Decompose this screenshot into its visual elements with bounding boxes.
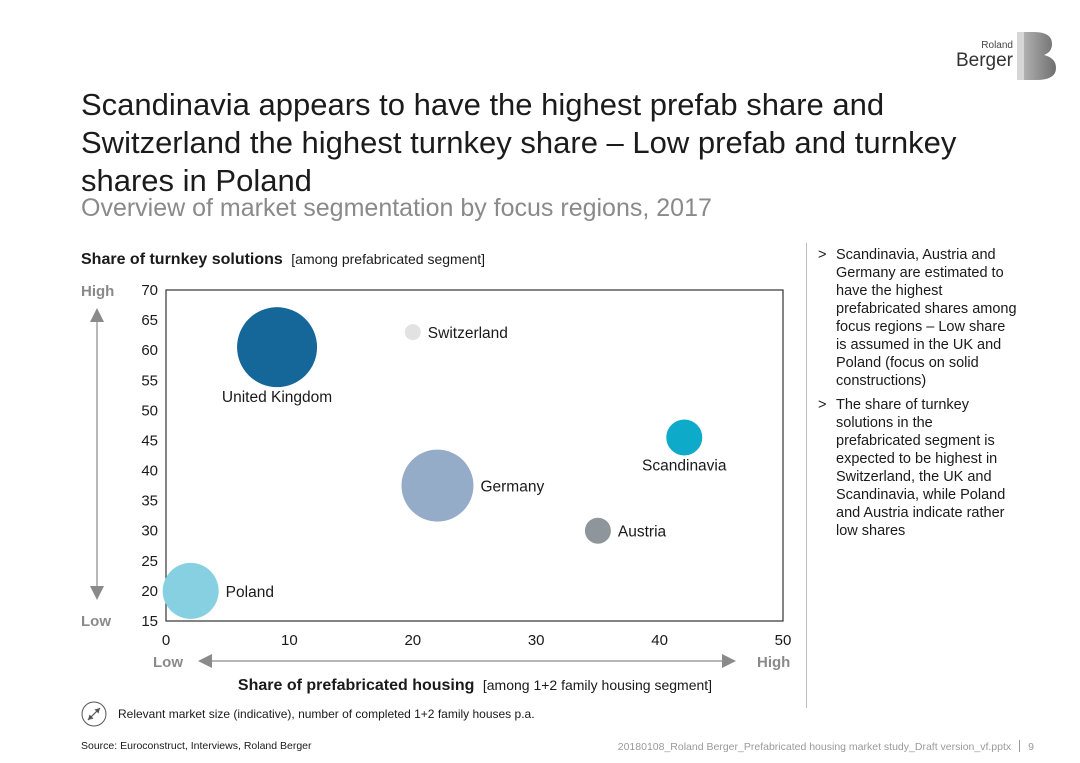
note-bullet-2: > The share of turnkey solutions in the … [818, 396, 1018, 540]
page-subtitle: Overview of market segmentation by focus… [81, 194, 712, 222]
y-axis-title-bold: Share of turnkey solutions [81, 251, 283, 268]
x-tick-label: 30 [528, 632, 545, 649]
side-notes: > Scandinavia, Austria and Germany are e… [818, 246, 1018, 546]
x-axis-title-bold: Share of prefabricated housing [238, 677, 474, 694]
x-low-label: Low [153, 654, 183, 671]
x-tick-label: 20 [404, 632, 421, 649]
y-tick-label: 45 [141, 432, 158, 449]
footer-separator [1019, 740, 1021, 752]
y-axis-title-note: [among prefabricated segment] [291, 251, 485, 267]
x-axis-title: Share of prefabricated housing [among 1+… [238, 677, 712, 694]
page-title: Scandinavia appears to have the highest … [81, 87, 957, 198]
plot-area [165, 289, 784, 622]
y-low-label: Low [81, 613, 111, 630]
x-tick-label: 0 [162, 632, 170, 649]
y-arrow-down-icon [90, 586, 104, 600]
bullet-marker: > [818, 247, 827, 263]
x-tick-label: 50 [775, 632, 792, 649]
bubbles: United Kingdom Switzerland Scandinavia Germ… [162, 307, 727, 619]
y-tick-label: 20 [141, 583, 158, 600]
x-tick-labels: 0 10 20 30 40 50 [162, 632, 792, 649]
x-arrow-left-icon [198, 654, 212, 668]
bubble-switzerland [404, 324, 421, 341]
bubble-poland [162, 562, 219, 619]
bubble-united-kingdom [237, 307, 318, 388]
x-arrow-right-icon [722, 654, 736, 668]
x-tick-label: 10 [281, 632, 298, 649]
bubble-label: Scandinavia [642, 457, 727, 474]
logo-line2: Berger [955, 50, 1013, 71]
x-axis-title-note: [among 1+2 family housing segment] [483, 677, 712, 693]
y-tick-label: 35 [141, 493, 158, 510]
y-tick-labels: 15 20 25 30 35 40 45 50 55 60 65 70 [141, 282, 158, 630]
source-note: Source: Euroconstruct, Interviews, Rolan… [81, 740, 312, 752]
y-tick-label: 15 [141, 613, 158, 630]
bubble-label: Poland [226, 584, 274, 601]
x-high-label: High [757, 654, 790, 671]
y-tick-label: 70 [141, 282, 158, 299]
y-arrow-up-icon [90, 308, 104, 322]
y-tick-label: 30 [141, 523, 158, 540]
note-text-1: Scandinavia, Austria and Germany are est… [836, 247, 1017, 389]
logo-b-mark-icon [1017, 32, 1056, 80]
note-bullet-1: > Scandinavia, Austria and Germany are e… [818, 246, 1018, 390]
bubble-label: Switzerland [428, 325, 508, 342]
bubble-label: Germany [480, 479, 544, 496]
bubble-label: United Kingdom [222, 389, 332, 406]
footer: 20180108_Roland Berger_Prefabricated hou… [618, 740, 1034, 753]
note-text-2: The share of turnkey solutions in the pr… [836, 397, 1006, 539]
footer-file: 20180108_Roland Berger_Prefabricated hou… [617, 741, 1012, 753]
y-axis-title: Share of turnkey solutions [among prefab… [81, 251, 485, 268]
y-tick-label: 50 [141, 402, 158, 419]
x-tick-label: 40 [651, 632, 668, 649]
bubble-austria [584, 517, 611, 544]
y-tick-label: 25 [141, 553, 158, 570]
bubble-chart: Share of turnkey solutions [among prefab… [81, 251, 792, 694]
y-tick-label: 40 [141, 463, 158, 480]
legend-note-text: Relevant market size (indicative), numbe… [118, 707, 535, 721]
roland-berger-logo: Roland Berger [944, 30, 1059, 82]
logo-line1: Roland [981, 40, 1013, 51]
y-tick-label: 65 [141, 312, 158, 329]
y-tick-label: 55 [141, 372, 158, 389]
vertical-divider [806, 243, 807, 708]
bubble-scandinavia [666, 419, 703, 456]
y-high-label: High [81, 283, 114, 300]
bubble-label: Austria [618, 524, 667, 541]
resize-arrows-icon [81, 701, 107, 727]
y-tick-label: 60 [141, 342, 158, 359]
bullet-marker: > [818, 397, 827, 413]
page-number: 9 [1028, 741, 1034, 753]
bubble-germany [401, 449, 474, 522]
